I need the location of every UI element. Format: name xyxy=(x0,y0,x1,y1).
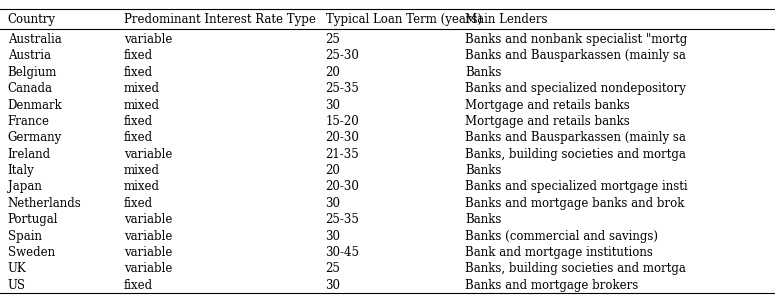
Text: fixed: fixed xyxy=(124,279,153,292)
Text: Denmark: Denmark xyxy=(8,99,63,111)
Text: 30: 30 xyxy=(326,230,340,243)
Text: 20: 20 xyxy=(326,66,340,79)
Text: 25-35: 25-35 xyxy=(326,213,360,226)
Text: Main Lenders: Main Lenders xyxy=(465,14,547,26)
Text: France: France xyxy=(8,115,50,128)
Text: Banks and mortgage brokers: Banks and mortgage brokers xyxy=(465,279,639,292)
Text: 25-30: 25-30 xyxy=(326,49,360,62)
Text: variable: variable xyxy=(124,148,172,161)
Text: mixed: mixed xyxy=(124,99,160,111)
Text: 15-20: 15-20 xyxy=(326,115,360,128)
Text: Mortgage and retails banks: Mortgage and retails banks xyxy=(465,115,630,128)
Text: mixed: mixed xyxy=(124,82,160,95)
Text: Banks and specialized nondepository: Banks and specialized nondepository xyxy=(465,82,686,95)
Text: Country: Country xyxy=(8,14,56,26)
Text: Banks (commercial and savings): Banks (commercial and savings) xyxy=(465,230,658,243)
Text: variable: variable xyxy=(124,246,172,259)
Text: Banks and Bausparkassen (mainly sa: Banks and Bausparkassen (mainly sa xyxy=(465,49,686,62)
Text: Banks: Banks xyxy=(465,66,501,79)
Text: Banks: Banks xyxy=(465,164,501,177)
Text: fixed: fixed xyxy=(124,197,153,210)
Text: Predominant Interest Rate Type: Predominant Interest Rate Type xyxy=(124,14,316,26)
Text: variable: variable xyxy=(124,213,172,226)
Text: 20: 20 xyxy=(326,164,340,177)
Text: Ireland: Ireland xyxy=(8,148,51,161)
Text: Canada: Canada xyxy=(8,82,53,95)
Text: fixed: fixed xyxy=(124,131,153,144)
Text: 25: 25 xyxy=(326,262,340,275)
Text: UK: UK xyxy=(8,262,26,275)
Text: Portugal: Portugal xyxy=(8,213,58,226)
Text: Mortgage and retails banks: Mortgage and retails banks xyxy=(465,99,630,111)
Text: 25-35: 25-35 xyxy=(326,82,360,95)
Text: Spain: Spain xyxy=(8,230,42,243)
Text: 30: 30 xyxy=(326,197,340,210)
Text: Banks and specialized mortgage insti: Banks and specialized mortgage insti xyxy=(465,181,687,193)
Text: 30: 30 xyxy=(326,99,340,111)
Text: Banks: Banks xyxy=(465,213,501,226)
Text: Banks and Bausparkassen (mainly sa: Banks and Bausparkassen (mainly sa xyxy=(465,131,686,144)
Text: Austria: Austria xyxy=(8,49,50,62)
Text: mixed: mixed xyxy=(124,181,160,193)
Text: fixed: fixed xyxy=(124,115,153,128)
Text: variable: variable xyxy=(124,230,172,243)
Text: 20-30: 20-30 xyxy=(326,131,360,144)
Text: mixed: mixed xyxy=(124,164,160,177)
Text: Banks, building societies and mortga: Banks, building societies and mortga xyxy=(465,148,686,161)
Text: 30: 30 xyxy=(326,279,340,292)
Text: Banks and mortgage banks and brok: Banks and mortgage banks and brok xyxy=(465,197,684,210)
Text: US: US xyxy=(8,279,26,292)
Text: 20-30: 20-30 xyxy=(326,181,360,193)
Text: Belgium: Belgium xyxy=(8,66,57,79)
Text: variable: variable xyxy=(124,262,172,275)
Text: Banks, building societies and mortga: Banks, building societies and mortga xyxy=(465,262,686,275)
Text: Typical Loan Term (years): Typical Loan Term (years) xyxy=(326,14,481,26)
Text: Sweden: Sweden xyxy=(8,246,55,259)
Text: 30-45: 30-45 xyxy=(326,246,360,259)
Text: Banks and nonbank specialist "mortg: Banks and nonbank specialist "mortg xyxy=(465,33,687,46)
Text: 25: 25 xyxy=(326,33,340,46)
Text: variable: variable xyxy=(124,33,172,46)
Text: Germany: Germany xyxy=(8,131,62,144)
Text: Bank and mortgage institutions: Bank and mortgage institutions xyxy=(465,246,653,259)
Text: Australia: Australia xyxy=(8,33,61,46)
Text: 21-35: 21-35 xyxy=(326,148,360,161)
Text: fixed: fixed xyxy=(124,49,153,62)
Text: Netherlands: Netherlands xyxy=(8,197,81,210)
Text: Italy: Italy xyxy=(8,164,35,177)
Text: fixed: fixed xyxy=(124,66,153,79)
Text: Japan: Japan xyxy=(8,181,42,193)
